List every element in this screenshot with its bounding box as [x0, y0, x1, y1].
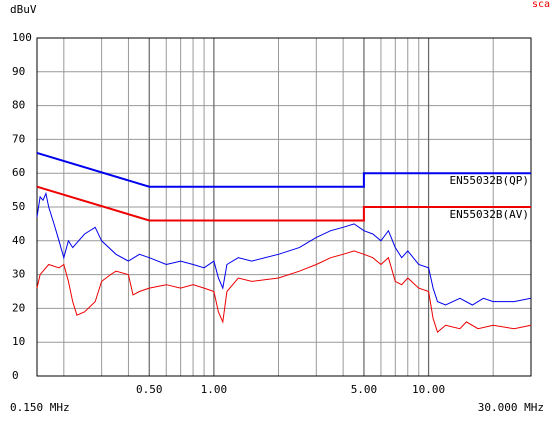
y-tick-label: 90: [12, 65, 25, 78]
y-axis-label: dBuV: [10, 3, 37, 16]
x-tick-label: 10.00: [412, 383, 445, 396]
y-tick-label: 80: [12, 99, 25, 112]
x-end-label: 0.150 MHz: [10, 401, 70, 414]
y-tick-label: 70: [12, 132, 25, 145]
series-line: [36, 250, 532, 333]
y-tick-label: 10: [12, 335, 25, 348]
y-tick-label: 40: [12, 234, 25, 247]
series-line: [36, 151, 531, 188]
x-tick-label: 0.50: [136, 383, 163, 396]
y-tick-label: 60: [12, 166, 25, 179]
limit-label: EN55032B(QP): [450, 174, 529, 187]
x-end-label: 30.000 MHz: [478, 401, 544, 414]
y-tick-label: 50: [12, 200, 25, 213]
series-line: [36, 191, 532, 306]
y-tick-label: 20: [12, 301, 25, 314]
y-tick-label: 100: [12, 31, 32, 44]
x-tick-label: 1.00: [201, 383, 228, 396]
series-line: [36, 185, 531, 222]
limit-label: EN55032B(AV): [450, 208, 529, 221]
corner-note: sca: [532, 0, 550, 10]
x-tick-label: 5.00: [351, 383, 378, 396]
y-tick-label: 0: [12, 369, 19, 382]
y-tick-label: 30: [12, 268, 25, 281]
